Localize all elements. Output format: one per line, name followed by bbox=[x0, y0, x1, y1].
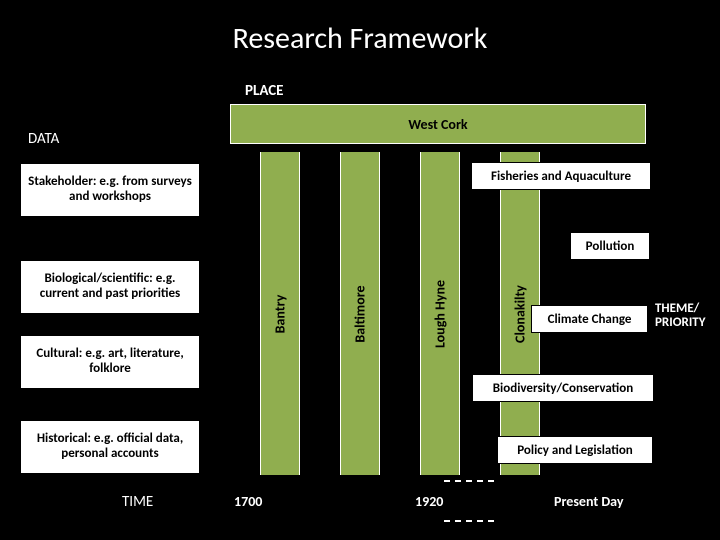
theme-biodiversity: Biodiversity/Conservation bbox=[472, 374, 654, 402]
data-box-biological: Biological/scientific: e.g. current and … bbox=[20, 260, 200, 314]
timeline-marker bbox=[444, 520, 494, 522]
label-theme: THEME/ PRIORITY bbox=[655, 302, 717, 331]
timeline-marker bbox=[444, 480, 494, 482]
data-box-historical: Historical: e.g. official data, personal… bbox=[20, 420, 200, 474]
place-column-label: Clonakilty bbox=[512, 285, 529, 343]
label-data: DATA bbox=[28, 130, 59, 148]
theme-fisheries: Fisheries and Aquaculture bbox=[471, 162, 651, 190]
place-column-bantry: Bantry bbox=[260, 152, 300, 475]
label-place: PLACE bbox=[245, 82, 284, 100]
theme-pollution: Pollution bbox=[570, 232, 650, 260]
theme-policy: Policy and Legislation bbox=[497, 436, 653, 464]
label-time: TIME bbox=[122, 493, 153, 511]
theme-climate: Climate Change bbox=[531, 305, 648, 333]
place-column-label: Bantry bbox=[272, 294, 289, 333]
timeline-year-present: Present Day bbox=[554, 493, 623, 510]
place-column-baltimore: Baltimore bbox=[340, 152, 380, 475]
place-column-label: Lough Hyne bbox=[432, 279, 449, 347]
data-box-stakeholder: Stakeholder: e.g. from surveys and works… bbox=[20, 163, 200, 217]
place-column-lough-hyne: Lough Hyne bbox=[420, 152, 460, 475]
region-box: West Cork bbox=[230, 104, 646, 144]
page-title: Research Framework bbox=[0, 20, 720, 57]
place-column-label: Baltimore bbox=[352, 285, 369, 342]
timeline-year-start: 1700 bbox=[234, 493, 262, 510]
data-box-cultural: Cultural: e.g. art, literature, folklore bbox=[20, 335, 200, 389]
timeline-year-mid: 1920 bbox=[415, 493, 443, 510]
